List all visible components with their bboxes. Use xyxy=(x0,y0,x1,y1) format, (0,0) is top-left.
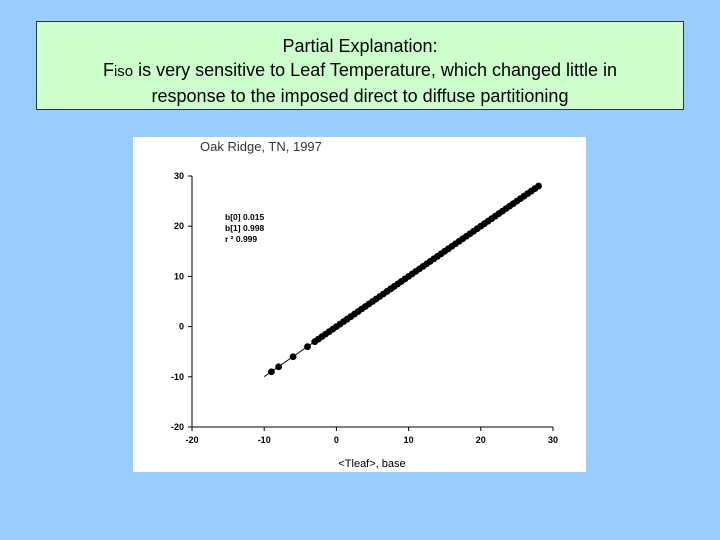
x-tick-label: 10 xyxy=(404,435,414,445)
slide-title-box: Partial Explanation: Fiso is very sensit… xyxy=(36,21,684,110)
stats-line: b[0] 0.015 xyxy=(225,212,264,222)
x-tick-label: 30 xyxy=(548,435,558,445)
data-point xyxy=(535,182,542,190)
fiso-prefix: F xyxy=(102,60,114,80)
data-points xyxy=(268,182,542,376)
y-tick-label: 20 xyxy=(174,221,184,231)
y-tick-label: -20 xyxy=(171,422,184,432)
x-tick-label: -20 xyxy=(185,435,198,445)
y-ticks: -20 -10 0 10 20 30 xyxy=(171,171,192,432)
slide-heading: Partial Explanation: xyxy=(282,36,438,56)
y-tick-label: 0 xyxy=(179,322,184,332)
data-point xyxy=(289,353,297,361)
x-tick-label: 0 xyxy=(334,435,339,445)
chart-panel: Oak Ridge, TN, 1997 -20 -10 0 10 20 30 -20 -10… xyxy=(133,137,586,472)
stats-line: r ² 0.999 xyxy=(225,234,257,244)
data-point xyxy=(275,363,283,371)
data-point xyxy=(304,343,311,351)
y-tick-label: 10 xyxy=(174,271,184,281)
x-tick-label: 20 xyxy=(476,435,486,445)
x-axis-label: <Tleaf>, base xyxy=(338,458,405,470)
x-ticks: -20 -10 0 10 20 30 xyxy=(185,427,558,445)
fiso-subscript: iso xyxy=(113,63,134,80)
x-tick-label: -10 xyxy=(258,435,271,445)
slide-line-2-rest: is very sensitive to Leaf Temperature, w… xyxy=(133,60,618,80)
y-tick-label: -10 xyxy=(171,372,184,382)
chart-title: Oak Ridge, TN, 1997 xyxy=(200,139,322,154)
slide-line-2: Fiso is very sensitive to Leaf Temperatu… xyxy=(37,58,683,84)
scatter-chart: Oak Ridge, TN, 1997 -20 -10 0 10 20 30 -20 -10… xyxy=(171,139,558,470)
slide-line-3: response to the imposed direct to diffus… xyxy=(151,86,569,106)
stats-line: b[1] 0.998 xyxy=(225,223,264,233)
y-tick-label: 30 xyxy=(174,171,184,181)
data-point xyxy=(268,368,275,376)
